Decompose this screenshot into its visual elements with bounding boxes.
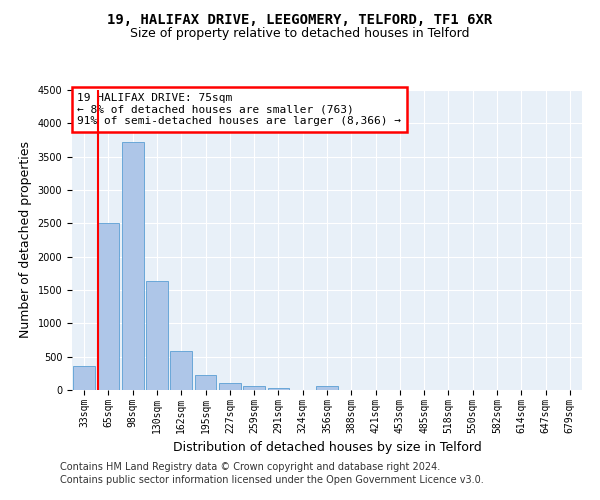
Text: Contains HM Land Registry data © Crown copyright and database right 2024.: Contains HM Land Registry data © Crown c… (60, 462, 440, 472)
Bar (194, 376, 217, 390)
Bar (243, 386, 265, 390)
Text: Size of property relative to detached houses in Telford: Size of property relative to detached ho… (130, 28, 470, 40)
Bar (316, 386, 338, 390)
Y-axis label: Number of detached properties: Number of detached properties (19, 142, 32, 338)
Bar (219, 383, 241, 390)
Text: 19 HALIFAX DRIVE: 75sqm
← 8% of detached houses are smaller (763)
91% of semi-de: 19 HALIFAX DRIVE: 75sqm ← 8% of detached… (77, 93, 401, 126)
Bar (268, 388, 289, 390)
Bar (97, 224, 119, 390)
X-axis label: Distribution of detached houses by size in Telford: Distribution of detached houses by size … (173, 441, 481, 454)
Bar (122, 142, 143, 390)
Text: 19, HALIFAX DRIVE, LEEGOMERY, TELFORD, TF1 6XR: 19, HALIFAX DRIVE, LEEGOMERY, TELFORD, T… (107, 12, 493, 26)
Bar (170, 350, 192, 390)
Bar (146, 282, 168, 390)
Bar (73, 366, 95, 390)
Text: Contains public sector information licensed under the Open Government Licence v3: Contains public sector information licen… (60, 475, 484, 485)
